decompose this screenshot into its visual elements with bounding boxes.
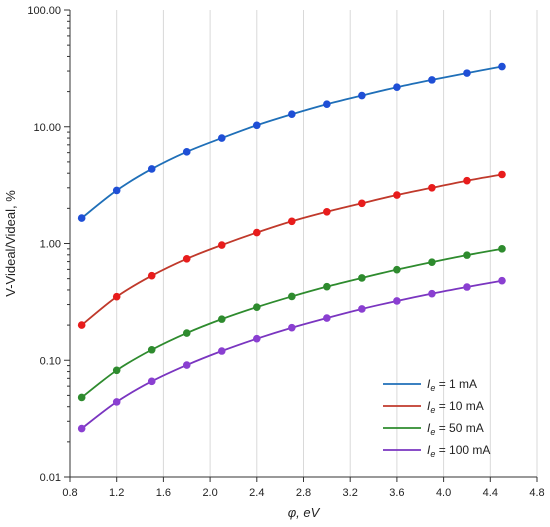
data-point — [182, 148, 191, 156]
data-point — [288, 292, 296, 301]
data-point — [182, 254, 191, 263]
x-tick-label: 0.8 — [62, 487, 77, 499]
y-tick-label: 10.00 — [33, 122, 61, 134]
data-point — [112, 398, 121, 406]
data-point — [112, 366, 121, 375]
y-tick-label: 100.00 — [27, 5, 61, 17]
y-tick-labels: 0.01 0.10 1.00 10.00 100.00 — [27, 5, 61, 484]
data-point — [77, 424, 86, 433]
data-point — [393, 83, 401, 92]
legend: Ie = 1 mA Ie = 10 mA Ie = 50 mA Ie = 100 mA — [383, 377, 490, 459]
data-point — [217, 315, 226, 323]
x-tick-label: 4.8 — [529, 487, 544, 499]
y-axis-title: V-Videal/Videal, % — [3, 190, 18, 297]
data-point — [288, 110, 296, 119]
series-line — [81, 173, 503, 326]
data-point — [182, 329, 191, 337]
data-point — [288, 323, 296, 332]
x-tick-label: 2.8 — [296, 487, 311, 499]
legend-label: Ie = 1 mA — [427, 377, 477, 393]
data-point — [393, 265, 401, 274]
data-point — [252, 228, 261, 237]
data-point — [498, 62, 506, 71]
data-point — [498, 276, 506, 285]
x-tick-label: 3.6 — [389, 487, 404, 499]
data-point — [252, 121, 261, 130]
data-point — [498, 170, 506, 179]
data-point — [147, 165, 156, 173]
series-group — [77, 62, 506, 433]
data-point — [112, 292, 121, 301]
data-point — [463, 176, 471, 185]
x-axis-title: φ, eV — [288, 505, 321, 520]
data-point — [323, 282, 331, 291]
data-point — [252, 334, 261, 343]
data-point — [393, 297, 401, 305]
data-point — [77, 393, 86, 402]
series-1 — [77, 62, 506, 222]
series-3 — [77, 245, 506, 402]
data-point — [463, 283, 471, 291]
legend-label: Ie = 100 mA — [427, 443, 490, 459]
data-point — [112, 186, 121, 195]
x-tick-label: 1.2 — [109, 487, 124, 499]
data-point — [463, 251, 471, 259]
y-tick-label: 0.01 — [40, 472, 61, 484]
data-point — [77, 321, 86, 329]
legend-label: Ie = 50 mA — [427, 421, 484, 437]
data-point — [428, 183, 436, 192]
data-point — [217, 134, 226, 142]
x-tick-label: 4.4 — [483, 487, 498, 499]
data-point — [428, 76, 436, 84]
data-point — [77, 214, 86, 222]
legend-label: Ie = 10 mA — [427, 399, 484, 415]
data-point — [147, 377, 156, 386]
axes — [64, 9, 538, 482]
x-tick-label: 3.2 — [343, 487, 358, 499]
x-tick-label: 4.0 — [436, 487, 451, 499]
x-tick-labels: 0.8 1.2 1.6 2.0 2.4 2.8 3.2 3.6 4.0 4.4 4.8 — [62, 487, 544, 499]
data-point — [217, 241, 226, 249]
y-tick-label: 1.00 — [40, 239, 61, 251]
data-point — [498, 245, 506, 253]
y-tick-label: 0.10 — [40, 355, 61, 367]
data-point — [428, 289, 436, 298]
series-2 — [77, 170, 506, 329]
x-tick-label: 2.4 — [249, 487, 264, 499]
data-point — [147, 345, 156, 354]
data-point — [147, 271, 156, 280]
data-point — [252, 303, 261, 311]
data-point — [428, 258, 436, 266]
series-line — [81, 247, 503, 399]
data-point — [358, 199, 366, 208]
data-point — [393, 191, 401, 199]
x-tick-label: 1.6 — [156, 487, 171, 499]
data-point — [323, 100, 331, 109]
series-4 — [77, 276, 506, 433]
data-point — [463, 69, 471, 77]
data-point — [182, 361, 191, 369]
series-line — [81, 65, 503, 219]
data-point — [323, 207, 331, 216]
data-point — [358, 305, 366, 313]
x-tick-label: 2.0 — [202, 487, 217, 499]
data-point — [323, 314, 331, 322]
data-point — [358, 274, 366, 282]
data-point — [217, 347, 226, 355]
data-point — [358, 91, 366, 100]
data-point — [288, 217, 296, 226]
